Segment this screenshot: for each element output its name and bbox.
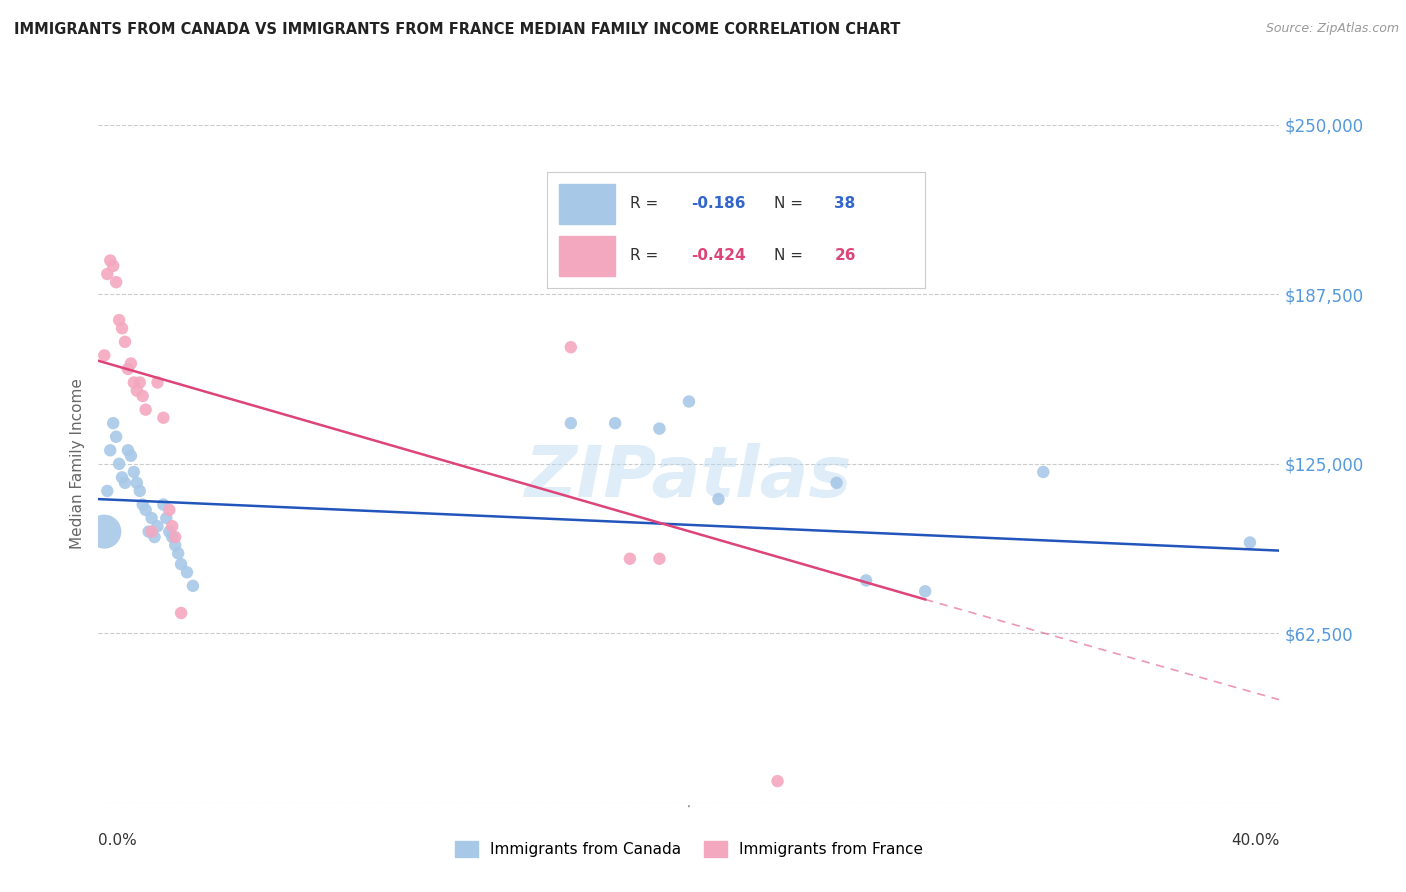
Text: -0.424: -0.424 [690, 248, 745, 263]
Text: ZIPatlas: ZIPatlas [526, 443, 852, 512]
Point [98, 443, 121, 458]
Text: 26: 26 [834, 248, 856, 263]
Point [93, 524, 115, 539]
Text: 40.0%: 40.0% [1232, 833, 1279, 848]
Point [157, 503, 180, 517]
Point [135, 402, 157, 417]
Point [141, 511, 163, 525]
Point [162, 530, 183, 544]
Point [1032, 465, 1054, 479]
Point [165, 538, 187, 552]
Point [619, 551, 641, 566]
Text: N =: N = [773, 248, 808, 263]
Point [825, 475, 848, 490]
Point [678, 394, 700, 409]
Point [108, 313, 131, 327]
Point [114, 475, 136, 490]
Point [766, 774, 789, 789]
Point [125, 475, 148, 490]
Point [648, 551, 671, 566]
Point [96, 267, 118, 281]
Point [117, 443, 139, 458]
Text: 38: 38 [834, 196, 856, 211]
Point [122, 376, 145, 390]
Point [128, 376, 150, 390]
Point [165, 530, 187, 544]
Point [93, 348, 115, 362]
Point [105, 430, 128, 444]
Point [146, 376, 169, 390]
Point [176, 566, 198, 580]
Point [120, 357, 142, 371]
Point [560, 416, 582, 430]
Text: R =: R = [630, 196, 664, 211]
Y-axis label: Median Family Income: Median Family Income [70, 378, 86, 549]
Text: -0.186: -0.186 [690, 196, 745, 211]
Point [1239, 535, 1261, 549]
Point [111, 321, 134, 335]
Point [648, 421, 671, 435]
Point [132, 389, 155, 403]
Point [120, 449, 142, 463]
Point [170, 557, 193, 571]
Text: R =: R = [630, 248, 664, 263]
Legend: Immigrants from Canada, Immigrants from France: Immigrants from Canada, Immigrants from … [449, 835, 929, 863]
Text: IMMIGRANTS FROM CANADA VS IMMIGRANTS FROM FRANCE MEDIAN FAMILY INCOME CORRELATIO: IMMIGRANTS FROM CANADA VS IMMIGRANTS FRO… [14, 22, 900, 37]
Point [146, 519, 169, 533]
Point [98, 253, 121, 268]
Point [122, 465, 145, 479]
Point [96, 483, 118, 498]
Point [181, 579, 204, 593]
Point [152, 498, 174, 512]
Point [141, 524, 163, 539]
Point [108, 457, 131, 471]
Text: N =: N = [773, 196, 808, 211]
Point [103, 416, 125, 430]
Bar [558, 235, 616, 276]
Point [128, 483, 150, 498]
Point [167, 546, 190, 560]
Point [103, 259, 125, 273]
Point [138, 524, 160, 539]
Point [143, 530, 166, 544]
Point [135, 503, 157, 517]
Point [560, 340, 582, 354]
Point [707, 492, 730, 507]
Point [114, 334, 136, 349]
Point [105, 275, 128, 289]
Point [117, 362, 139, 376]
Text: 0.0%: 0.0% [98, 833, 138, 848]
Point [132, 498, 155, 512]
Point [855, 574, 877, 588]
Point [125, 384, 148, 398]
Point [914, 584, 936, 599]
Point [162, 519, 183, 533]
Point [157, 524, 180, 539]
Text: Source: ZipAtlas.com: Source: ZipAtlas.com [1265, 22, 1399, 36]
Point [605, 416, 627, 430]
Point [155, 511, 177, 525]
Point [111, 470, 134, 484]
Point [152, 410, 174, 425]
Point [170, 606, 193, 620]
Bar [558, 184, 616, 224]
